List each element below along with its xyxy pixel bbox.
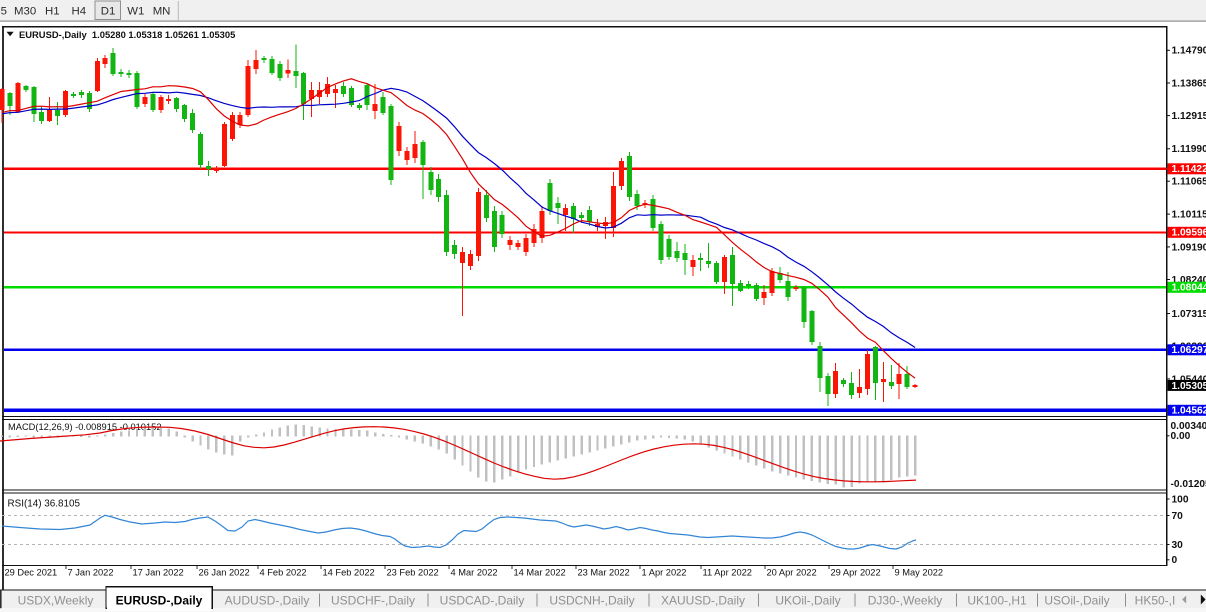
- svg-text:1.14790: 1.14790: [1172, 46, 1206, 57]
- svg-text:UKOil-,Daily: UKOil-,Daily: [775, 594, 840, 608]
- svg-text:30: 30: [1172, 540, 1184, 551]
- svg-text:17 Jan 2022: 17 Jan 2022: [133, 568, 184, 578]
- svg-text:11 Apr 2022: 11 Apr 2022: [703, 568, 752, 578]
- svg-text:26 Jan 2022: 26 Jan 2022: [199, 568, 250, 578]
- svg-text:M30: M30: [14, 6, 36, 18]
- svg-text:MACD(12,26,9) -0.008915 -0.010: MACD(12,26,9) -0.008915 -0.010152: [8, 422, 162, 432]
- svg-text:USDCAD-,Daily: USDCAD-,Daily: [440, 594, 525, 608]
- svg-text:1 Apr 2022: 1 Apr 2022: [642, 568, 687, 578]
- svg-text:1.12915: 1.12915: [1172, 111, 1206, 122]
- svg-text:0.003408: 0.003408: [1171, 421, 1206, 432]
- svg-text:HK50-,I: HK50-,I: [1135, 594, 1176, 608]
- svg-text:29 Dec 2021: 29 Dec 2021: [5, 568, 58, 578]
- svg-text:D1: D1: [101, 6, 116, 18]
- svg-text:1.10115: 1.10115: [1172, 210, 1206, 221]
- svg-text:100: 100: [1172, 494, 1189, 505]
- svg-text:9 May 2022: 9 May 2022: [895, 568, 944, 578]
- svg-text:23 Feb 2022: 23 Feb 2022: [387, 568, 439, 578]
- svg-text:EURUSD-,Daily 1.05280 1.05318: EURUSD-,Daily 1.05280 1.05318 1.05261 1.…: [19, 29, 235, 40]
- svg-text:0: 0: [1172, 555, 1178, 566]
- svg-text:USOil-,Daily: USOil-,Daily: [1044, 594, 1109, 608]
- svg-text:DJ30-,Weekly: DJ30-,Weekly: [868, 594, 942, 608]
- svg-text:14 Feb 2022: 14 Feb 2022: [323, 568, 375, 578]
- svg-text:AUDUSD-,Daily: AUDUSD-,Daily: [225, 594, 310, 608]
- svg-text:1.05440: 1.05440: [1172, 374, 1206, 385]
- svg-text:1.11065: 1.11065: [1172, 177, 1206, 188]
- svg-text:29 Apr 2022: 29 Apr 2022: [831, 568, 881, 578]
- svg-text:4 Mar 2022: 4 Mar 2022: [451, 568, 498, 578]
- svg-text:1.11990: 1.11990: [1172, 144, 1206, 155]
- svg-text:70: 70: [1172, 511, 1184, 522]
- svg-text:20 Apr 2022: 20 Apr 2022: [767, 568, 817, 578]
- svg-text:1.07315: 1.07315: [1172, 309, 1206, 320]
- svg-text:7 Jan 2022: 7 Jan 2022: [68, 568, 114, 578]
- svg-text:UK100-,H1: UK100-,H1: [967, 594, 1027, 608]
- svg-text:EURUSD-,Daily: EURUSD-,Daily: [116, 594, 203, 608]
- svg-text:H4: H4: [72, 6, 87, 18]
- svg-text:4 Feb 2022: 4 Feb 2022: [260, 568, 307, 578]
- svg-text:1.08240: 1.08240: [1172, 275, 1206, 286]
- svg-text:USDX,Weekly: USDX,Weekly: [18, 594, 94, 608]
- svg-text:USDCNH-,Daily: USDCNH-,Daily: [549, 594, 634, 608]
- svg-text:H1: H1: [45, 6, 60, 18]
- svg-text:-0.01205: -0.01205: [1171, 479, 1206, 490]
- svg-text:23 Mar 2022: 23 Mar 2022: [578, 568, 630, 578]
- svg-text:0.00: 0.00: [1171, 431, 1191, 442]
- svg-text:1.09596: 1.09596: [1172, 228, 1206, 239]
- svg-text:1.13865: 1.13865: [1172, 78, 1206, 89]
- svg-text:1.08044: 1.08044: [1172, 283, 1206, 294]
- svg-text:14 Mar 2022: 14 Mar 2022: [514, 568, 566, 578]
- svg-text:1.04562: 1.04562: [1172, 406, 1206, 417]
- svg-text:1.05305: 1.05305: [1172, 381, 1206, 392]
- svg-text:XAUUSD-,Daily: XAUUSD-,Daily: [661, 594, 745, 608]
- svg-text:MN: MN: [153, 6, 171, 18]
- svg-text:1.09190: 1.09190: [1172, 242, 1206, 253]
- svg-text:5: 5: [1, 6, 7, 18]
- svg-text:1.11422: 1.11422: [1172, 164, 1206, 175]
- svg-text:1.06297: 1.06297: [1172, 345, 1206, 356]
- svg-text:USDCHF-,Daily: USDCHF-,Daily: [331, 594, 415, 608]
- svg-text:W1: W1: [127, 6, 144, 18]
- svg-text:RSI(14) 36.8105: RSI(14) 36.8105: [8, 499, 81, 510]
